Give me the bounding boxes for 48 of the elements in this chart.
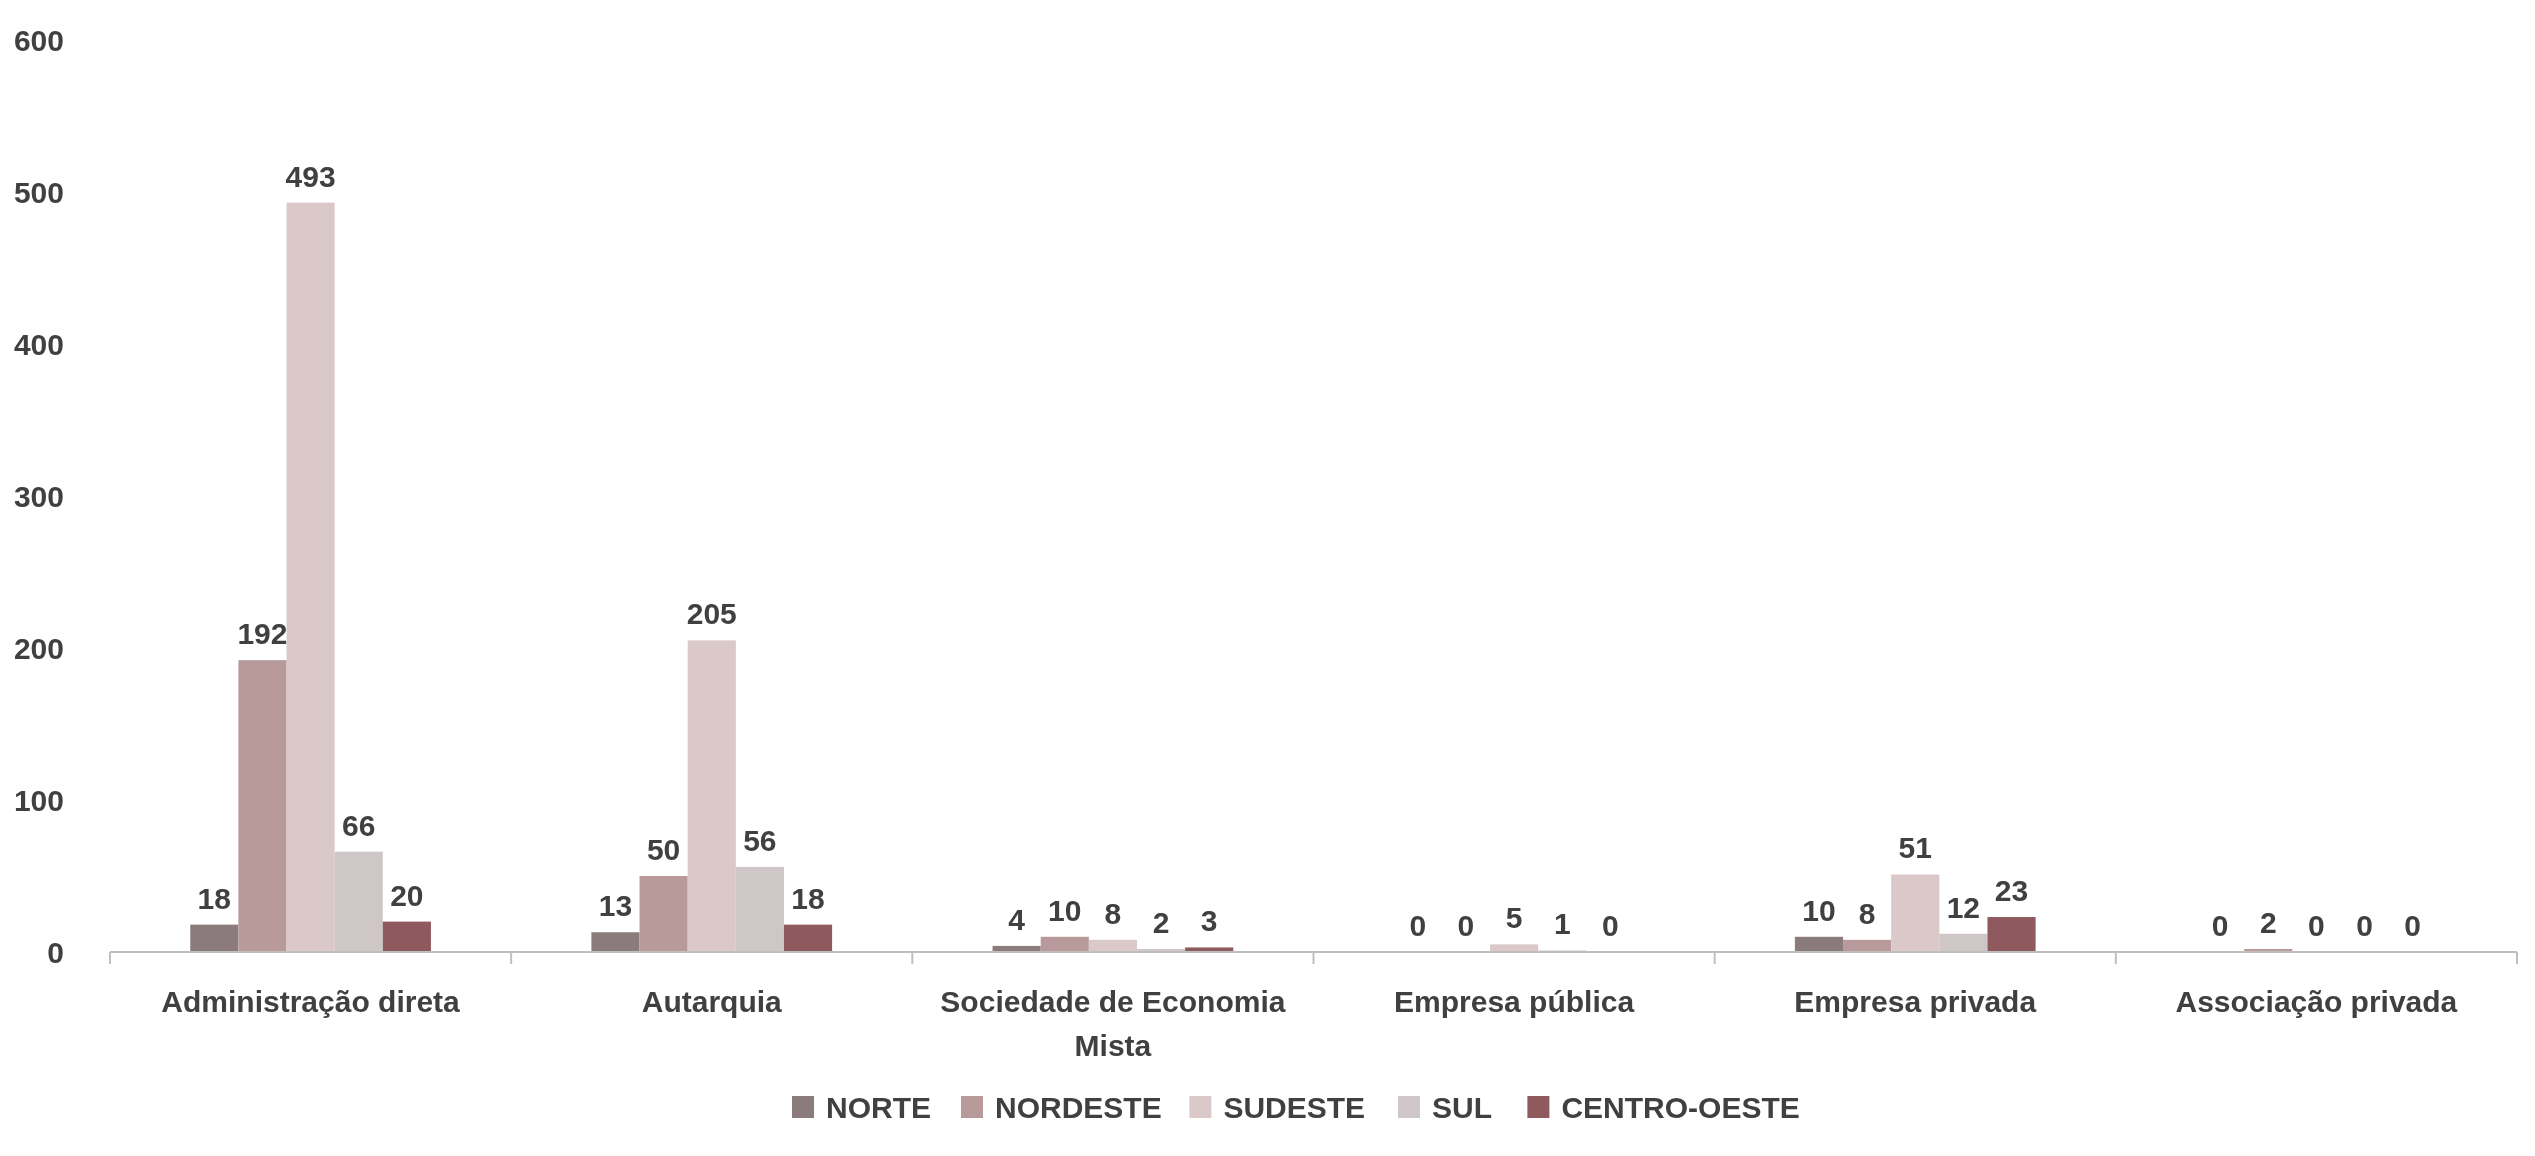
- data-label: 493: [285, 159, 336, 193]
- data-label: 1: [1553, 907, 1571, 941]
- data-label: 5: [1505, 901, 1523, 935]
- data-label: 10: [1048, 893, 1082, 927]
- legend-label: NORTE: [826, 1091, 931, 1124]
- legend-label: NORDESTE: [995, 1091, 1162, 1124]
- data-label: 0: [2211, 909, 2229, 942]
- data-label: 10: [1802, 893, 1836, 927]
- x-tick-label: Autarquia: [641, 985, 783, 1018]
- data-label: 8: [1104, 896, 1122, 930]
- legend-label: CENTRO-OESTE: [1561, 1091, 1800, 1124]
- data-label: 8: [1858, 896, 1876, 930]
- x-tick-label: Associação privada: [2175, 985, 2458, 1018]
- data-label: 2: [1152, 905, 1170, 939]
- data-label: 20: [390, 878, 424, 912]
- legend-label: SUDESTE: [1223, 1091, 1366, 1124]
- data-label: 18: [197, 881, 231, 915]
- data-label: 192: [237, 617, 288, 651]
- data-label: 0: [1602, 909, 1619, 942]
- y-tick-label: 0: [47, 935, 64, 969]
- x-tick-label: Empresa pública: [1394, 985, 1635, 1018]
- y-tick-label: 100: [13, 783, 64, 817]
- data-label: 12: [1946, 890, 1981, 924]
- y-tick-label: 300: [13, 479, 64, 513]
- y-tick-label: 400: [13, 327, 64, 361]
- data-label: 50: [646, 833, 681, 866]
- data-label: 205: [686, 597, 737, 631]
- data-label: 66: [342, 808, 376, 842]
- y-tick-label: 200: [13, 631, 64, 665]
- data-label: 0: [1457, 909, 1475, 942]
- data-label: 23: [1994, 874, 2029, 908]
- x-tick-label: Sociedade de Economia Mista: [940, 985, 1286, 1062]
- legend-label: SUL: [1432, 1091, 1492, 1124]
- data-label: 13: [598, 889, 633, 923]
- data-label: 3: [1200, 904, 1218, 938]
- data-label: 0: [2404, 909, 2422, 942]
- x-tick-label: Administração direta: [161, 985, 461, 1018]
- data-label: 18: [791, 881, 825, 915]
- data-label: 56: [743, 823, 777, 857]
- data-label: 0: [2308, 909, 2325, 942]
- data-label: 4: [1008, 902, 1026, 936]
- x-tick-label: Empresa privada: [1794, 985, 2037, 1018]
- y-tick-label: 500: [13, 175, 64, 209]
- y-tick-label: 600: [13, 23, 64, 57]
- data-label: 0: [1409, 909, 1427, 942]
- data-label: 0: [2356, 909, 2373, 942]
- data-label: 2: [2259, 905, 2277, 939]
- data-label: 51: [1898, 831, 1932, 865]
